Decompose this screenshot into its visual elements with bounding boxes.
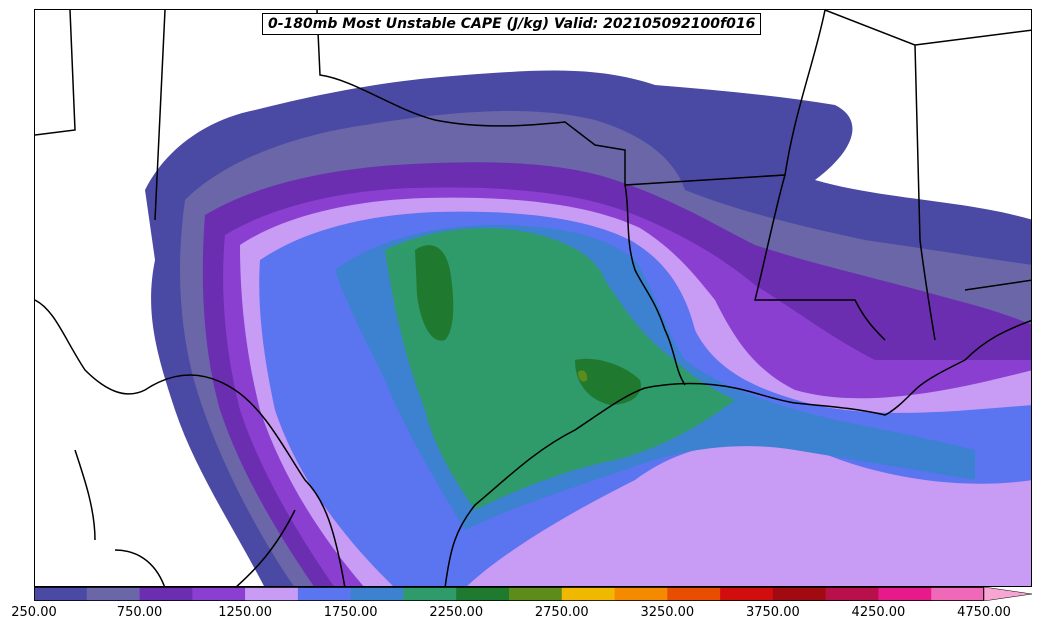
colorbar-extend-arrow	[983, 587, 1033, 601]
colorbar	[34, 587, 1033, 601]
cape-shading	[145, 70, 1031, 586]
colorbar-bin	[509, 587, 563, 601]
colorbar-bin	[86, 587, 140, 601]
colorbar-tick-label: 4250.00	[851, 605, 906, 620]
colorbar-bin	[931, 587, 985, 601]
colorbar-tick-label: 750.00	[116, 605, 163, 620]
colorbar-bin	[772, 587, 826, 601]
mexico-states	[74, 449, 296, 586]
colorbar-bins	[34, 587, 985, 601]
colorbar-bin	[245, 587, 299, 601]
colorbar-bin	[878, 587, 932, 601]
state-border-ms-al	[824, 10, 1031, 341]
colorbar-bin	[825, 587, 879, 601]
colorbar-tick-label: 4750.00	[957, 605, 1011, 620]
state-border-mexico	[35, 299, 346, 586]
coastline	[444, 319, 1031, 586]
colorbar-tick-label: 2750.00	[534, 605, 589, 620]
colorbar-bin	[34, 587, 88, 601]
colorbar-bin	[192, 587, 246, 601]
cape-band-2000	[385, 228, 735, 510]
map-title: 0-180mb Most Unstable CAPE (J/kg) Valid:…	[262, 13, 762, 35]
colorbar-bin	[561, 587, 615, 601]
map-panel	[34, 9, 1032, 587]
colorbar-tick-label: 250.00	[11, 605, 57, 620]
colorbar-tick-label: 1250.00	[218, 605, 272, 620]
colorbar-bin	[720, 587, 774, 601]
colorbar-tick-label: 2250.00	[429, 605, 484, 620]
colorbar-tick-label: 3750.00	[745, 605, 800, 620]
colorbar-bin	[297, 587, 351, 601]
colorbar-tick-label: 3250.00	[640, 605, 695, 620]
colorbar-tick-label: 1750.00	[323, 605, 378, 620]
colorbar-bin	[667, 587, 721, 601]
state-border-la	[624, 10, 886, 341]
cape-band-2250	[415, 245, 641, 405]
colorbar-bin	[614, 587, 668, 601]
colorbar-bin	[350, 587, 404, 601]
political-boundaries	[35, 10, 1031, 586]
colorbar-outline	[34, 587, 984, 601]
cape-band-2500	[578, 370, 588, 382]
cape-map	[35, 10, 1031, 586]
colorbar-bin	[403, 587, 457, 601]
colorbar-bin	[139, 587, 193, 601]
colorbar-bin	[456, 587, 510, 601]
